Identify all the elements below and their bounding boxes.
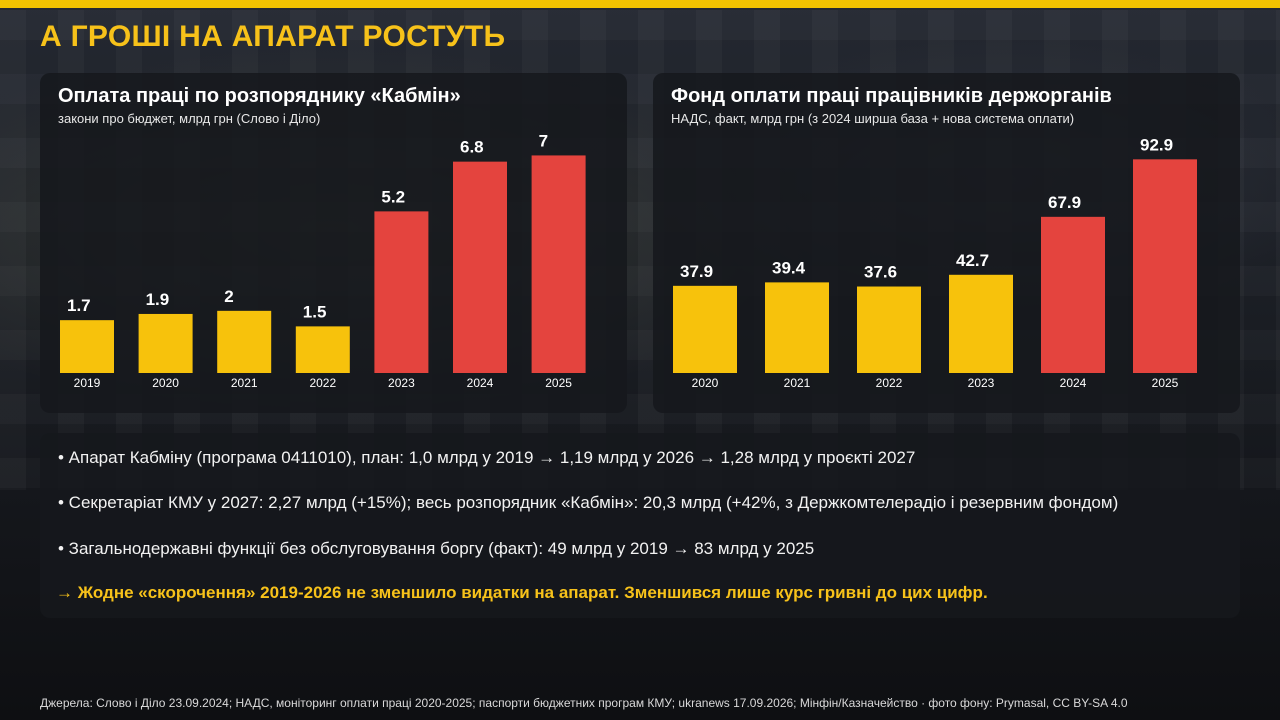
value-label: 7 bbox=[539, 131, 548, 150]
x-tick-label: 2020 bbox=[692, 376, 719, 390]
conclusion-text: → Жодне «скорочення» 2019-2026 не зменши… bbox=[56, 583, 988, 602]
bar-2020 bbox=[673, 285, 737, 373]
x-tick-label: 2022 bbox=[876, 376, 903, 390]
bar-chart-cabinet-salary: 1.7 2019 1.9 2020 2 2021 1.5 2022 5.2 2023 6.8 2024… bbox=[60, 131, 586, 390]
x-tick-label: 2023 bbox=[388, 376, 415, 390]
chart-subtitle: НАДС, факт, млрд грн (з 2024 ширша база … bbox=[671, 111, 1075, 126]
value-label: 6.8 bbox=[460, 138, 484, 157]
bullet-item: • Апарат Кабміну (програма 0411010), пла… bbox=[58, 448, 916, 467]
x-tick-label: 2023 bbox=[968, 376, 995, 390]
chart-panel-wage-fund: Фонд оплати праці працівників держоргані… bbox=[653, 73, 1240, 413]
value-label: 39.4 bbox=[772, 258, 806, 277]
x-tick-label: 2021 bbox=[231, 376, 258, 390]
value-label: 1.5 bbox=[303, 302, 327, 321]
bar-2024 bbox=[453, 161, 507, 373]
value-label: 1.7 bbox=[67, 296, 91, 315]
info-panel: • Апарат Кабміну (програма 0411010), пла… bbox=[40, 433, 1240, 618]
x-tick-label: 2024 bbox=[1060, 376, 1087, 390]
bar-2020 bbox=[138, 313, 193, 373]
value-label: 67.9 bbox=[1048, 193, 1081, 212]
chart-panel-cabinet-salary: Оплата праці по розпоряднику «Кабмін» за… bbox=[40, 73, 627, 413]
x-tick-label: 2020 bbox=[152, 376, 179, 390]
bar-2024 bbox=[1041, 216, 1105, 373]
bar-2021 bbox=[217, 310, 272, 373]
value-label: 1.9 bbox=[146, 290, 170, 309]
bar-chart-wage-fund: 37.9 2020 39.4 2021 37.6 2022 42.7 2023 67.9 2024… bbox=[673, 135, 1197, 390]
chart-subtitle: закони про бюджет, млрд грн (Слово і Діл… bbox=[58, 111, 321, 126]
x-tick-label: 2024 bbox=[467, 376, 494, 390]
x-tick-label: 2025 bbox=[545, 376, 572, 390]
x-tick-label: 2025 bbox=[1152, 376, 1179, 390]
page-title: А ГРОШІ НА АПАРАТ РОСТУТЬ bbox=[40, 20, 506, 53]
bullet-item: • Загальнодержавні функції без обслугову… bbox=[58, 539, 815, 558]
sources-footer: Джерела: Слово і Діло 23.09.2024; НАДС, … bbox=[40, 696, 1128, 710]
value-label: 2 bbox=[224, 287, 233, 306]
value-label: 92.9 bbox=[1140, 135, 1173, 154]
bullet-item: • Секретаріат КМУ у 2027: 2,27 млрд (+15… bbox=[58, 493, 1119, 512]
bar-2019 bbox=[60, 320, 114, 373]
bar-2025 bbox=[531, 155, 586, 373]
top-accent-bar bbox=[0, 0, 1280, 8]
value-label: 37.6 bbox=[864, 263, 897, 282]
value-label: 5.2 bbox=[381, 187, 405, 206]
bar-2022 bbox=[857, 286, 921, 373]
chart-title: Оплата праці по розпоряднику «Кабмін» bbox=[58, 85, 461, 107]
x-tick-label: 2021 bbox=[784, 376, 811, 390]
bar-2021 bbox=[765, 282, 829, 373]
x-tick-label: 2019 bbox=[74, 376, 101, 390]
value-label: 37.9 bbox=[680, 262, 713, 281]
bar-2022 bbox=[295, 326, 350, 373]
value-label: 42.7 bbox=[956, 251, 989, 270]
chart-title: Фонд оплати праці працівників держоргані… bbox=[671, 85, 1112, 107]
bar-2023 bbox=[374, 211, 429, 373]
bar-2023 bbox=[949, 274, 1013, 373]
x-tick-label: 2022 bbox=[309, 376, 336, 390]
bar-2025 bbox=[1133, 159, 1197, 373]
